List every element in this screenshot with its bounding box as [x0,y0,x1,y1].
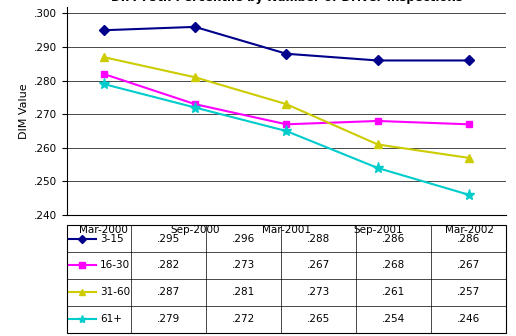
Text: .288: .288 [307,234,330,244]
Text: .295: .295 [156,234,180,244]
Text: .296: .296 [232,234,255,244]
Title: Peer Group Analysis of All Carriers
DIM 75th Percentile by Number of Driver Insp: Peer Group Analysis of All Carriers DIM … [110,0,462,4]
Text: .257: .257 [457,287,480,297]
Text: .272: .272 [232,314,255,324]
Text: 31-60: 31-60 [100,287,130,297]
Text: .268: .268 [381,260,405,270]
Y-axis label: DIM Value: DIM Value [19,83,29,139]
Text: .246: .246 [457,314,480,324]
Text: .286: .286 [381,234,405,244]
Text: .254: .254 [381,314,405,324]
Text: .267: .267 [307,260,330,270]
Text: 3-15: 3-15 [100,234,124,244]
Text: .273: .273 [307,287,330,297]
Text: .261: .261 [381,287,405,297]
Text: .273: .273 [232,260,255,270]
Text: .287: .287 [156,287,180,297]
Text: 61+: 61+ [100,314,122,324]
Text: 16-30: 16-30 [100,260,130,270]
Text: .286: .286 [457,234,480,244]
Text: .282: .282 [156,260,180,270]
Text: .281: .281 [232,287,255,297]
Text: .267: .267 [457,260,480,270]
Text: .279: .279 [156,314,180,324]
Text: .265: .265 [307,314,330,324]
